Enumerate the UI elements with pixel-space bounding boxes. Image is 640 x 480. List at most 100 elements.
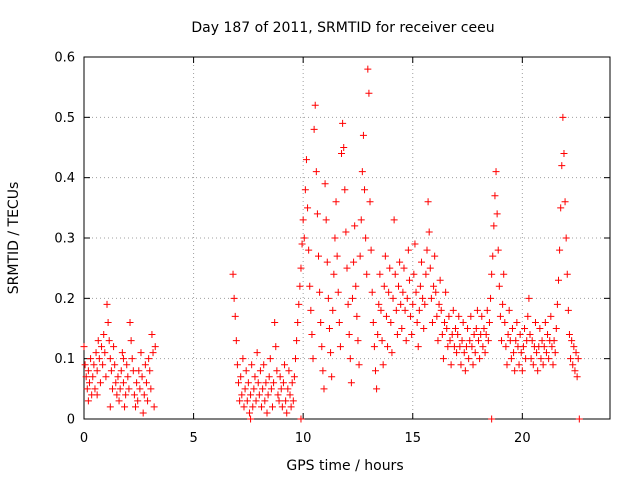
data-point: [84, 367, 92, 375]
data-point: [344, 300, 352, 308]
data-point: [430, 282, 438, 290]
data-point: [420, 325, 428, 332]
data-point: [287, 403, 295, 411]
data-point: [231, 312, 239, 320]
data-point: [335, 318, 343, 326]
data-point: [242, 367, 250, 375]
data-point: [405, 276, 413, 284]
data-point: [288, 379, 296, 387]
data-point: [533, 349, 541, 357]
data-point: [561, 198, 569, 206]
data-point: [552, 325, 560, 332]
data-point: [240, 403, 248, 411]
data-point: [133, 379, 141, 387]
data-point: [289, 397, 297, 405]
data-point: [243, 397, 251, 405]
data-point: [99, 361, 107, 369]
data-point: [445, 312, 453, 320]
data-point: [439, 355, 447, 363]
data-point: [279, 379, 287, 387]
data-point: [389, 294, 397, 302]
data-point: [371, 367, 379, 375]
data-point: [488, 270, 496, 278]
data-point: [489, 252, 497, 260]
data-point: [310, 125, 318, 133]
data-point: [119, 355, 127, 363]
data-point: [367, 246, 375, 254]
data-point: [139, 409, 147, 417]
data-point: [559, 113, 567, 121]
data-point: [380, 282, 388, 290]
data-point: [388, 349, 396, 357]
data-point: [453, 349, 461, 357]
data-point: [537, 355, 545, 363]
data-point: [470, 331, 478, 339]
data-point: [421, 300, 429, 308]
data-point: [563, 270, 571, 278]
data-point: [299, 216, 307, 224]
data-point: [329, 306, 337, 314]
data-point: [513, 318, 521, 326]
data-point: [515, 361, 523, 369]
data-point: [446, 337, 454, 345]
y-tick-label: 0.1: [54, 352, 75, 367]
data-point: [375, 300, 383, 308]
data-point: [267, 385, 275, 393]
data-point: [397, 300, 405, 308]
data-point: [567, 355, 575, 363]
data-point: [369, 318, 377, 326]
data-point: [80, 343, 88, 351]
data-point: [390, 216, 398, 224]
data-point: [449, 306, 457, 314]
data-point: [410, 270, 418, 278]
data-point: [106, 355, 114, 363]
data-point: [309, 355, 317, 363]
data-point: [502, 343, 510, 351]
data-point: [540, 343, 548, 351]
data-point: [118, 349, 126, 357]
data-point: [259, 385, 267, 393]
data-point: [293, 337, 301, 345]
data-point: [306, 282, 314, 290]
data-point: [573, 373, 581, 381]
data-point: [557, 204, 565, 212]
data-point: [437, 306, 445, 314]
data-point: [263, 409, 271, 417]
data-point: [495, 282, 503, 290]
data-point: [286, 391, 294, 399]
data-point: [106, 403, 114, 411]
data-point: [116, 385, 124, 393]
data-point: [432, 288, 440, 296]
data-point: [384, 343, 392, 351]
x-tick-label: 0: [80, 431, 88, 446]
data-point: [277, 385, 285, 393]
data-point: [511, 367, 519, 375]
data-point: [572, 349, 580, 357]
data-point: [479, 343, 487, 351]
data-point: [505, 306, 513, 314]
data-point: [411, 240, 419, 248]
data-point: [336, 343, 344, 351]
data-point: [318, 343, 326, 351]
data-point: [229, 270, 237, 278]
data-point: [138, 373, 146, 381]
data-point: [122, 391, 130, 399]
data-point: [282, 397, 290, 405]
data-point: [433, 312, 441, 320]
data-point: [130, 391, 138, 399]
data-point: [343, 264, 351, 272]
data-point: [500, 270, 508, 278]
data-point: [325, 325, 333, 332]
data-point: [395, 282, 403, 290]
data-point: [442, 288, 450, 296]
y-tick-label: 0.3: [54, 232, 75, 247]
data-point: [330, 270, 338, 278]
data-point: [539, 361, 547, 369]
data-point: [324, 294, 332, 302]
x-tick-label: 10: [295, 431, 312, 446]
data-point: [301, 186, 309, 194]
data-point: [151, 343, 159, 351]
data-point: [91, 385, 99, 393]
data-point: [333, 252, 341, 260]
y-tick-label: 0.5: [54, 111, 75, 126]
